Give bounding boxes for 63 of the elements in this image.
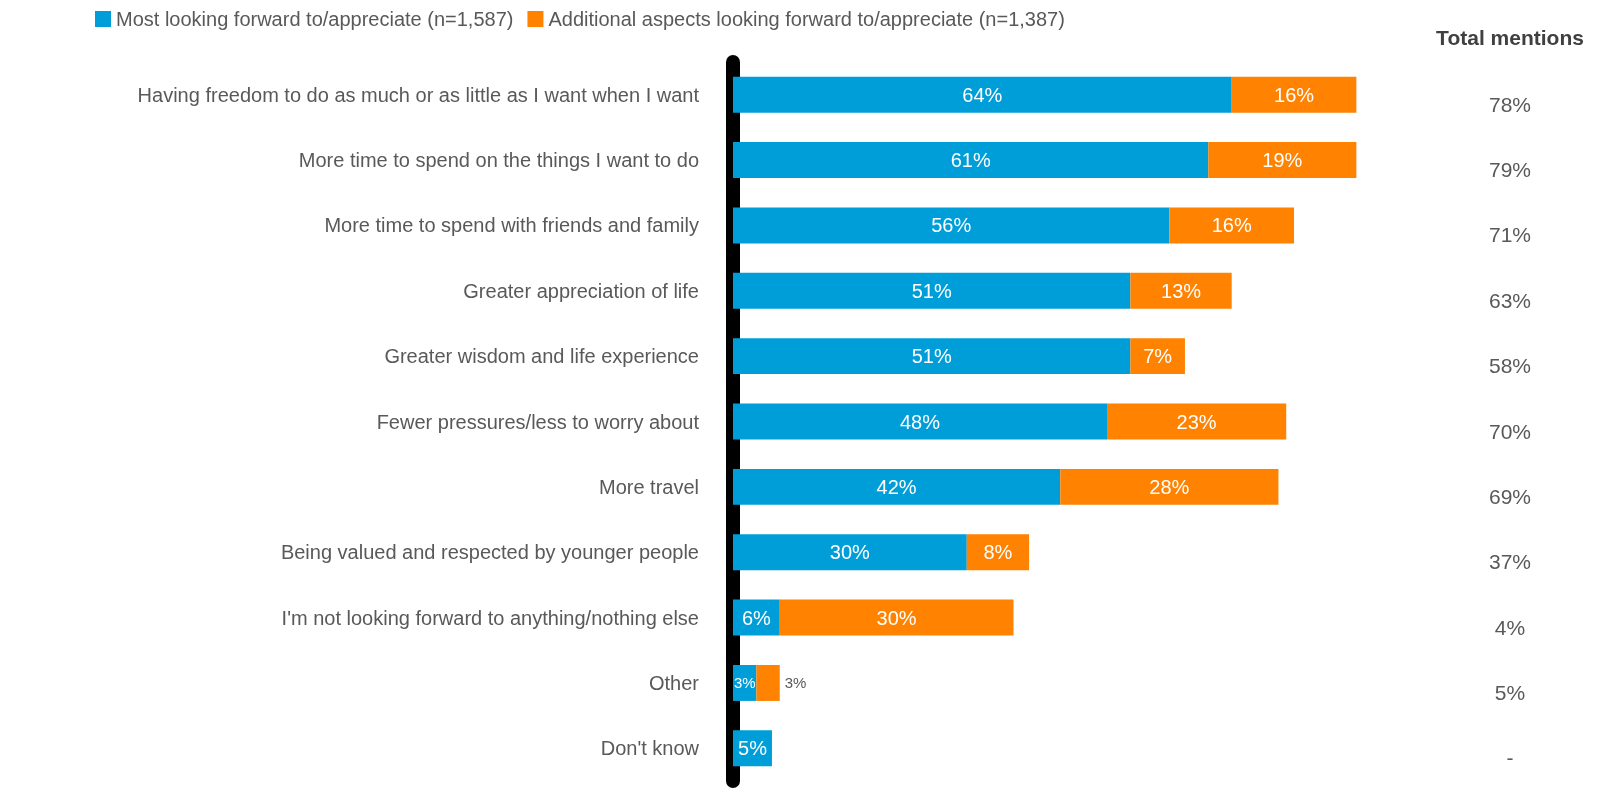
bar xyxy=(1208,142,1357,179)
data-label: 16% xyxy=(1274,83,1315,106)
data-label: 42% xyxy=(876,475,917,498)
y-tick-label: Greater wisdom and life experience xyxy=(384,345,699,368)
text: 63% xyxy=(1488,288,1532,313)
text: 58% xyxy=(1488,354,1532,379)
bar xyxy=(733,338,1131,375)
bar xyxy=(733,76,1232,113)
text: 69% xyxy=(1488,484,1532,509)
bar xyxy=(733,534,967,571)
bar xyxy=(733,207,1170,244)
data-label: 51% xyxy=(911,345,952,368)
bar xyxy=(1107,403,1287,440)
data-label: 8% xyxy=(983,541,1013,564)
text: 79% xyxy=(1488,158,1532,183)
data-label: 5% xyxy=(738,737,768,760)
y-tick-label: Being valued and respected by younger people xyxy=(280,541,699,564)
y-tick-label: More time to spend on the things I want to do xyxy=(298,149,699,172)
legend-label: Additional aspects looking forward to/appreciate (n=1,387) xyxy=(548,8,1065,30)
data-label: 6% xyxy=(741,606,772,629)
text: 71% xyxy=(1488,223,1532,248)
data-label: 61% xyxy=(950,149,991,172)
text: 5% xyxy=(1493,680,1527,705)
data-label: 30% xyxy=(829,541,871,564)
y-tick-label: Other xyxy=(648,671,700,694)
data-label: 3% xyxy=(734,674,756,692)
y-tick-label: Having freedom to do as much or as little as I want when I want xyxy=(137,83,700,106)
data-label: 48% xyxy=(899,410,941,433)
bar xyxy=(1169,207,1295,244)
bar xyxy=(756,664,780,701)
bar xyxy=(1130,338,1185,375)
text: 4% xyxy=(1493,615,1527,640)
bar xyxy=(1060,468,1279,505)
y-tick-label: Greater appreciation of life xyxy=(463,279,699,302)
bar xyxy=(779,599,1014,636)
bar xyxy=(733,468,1061,505)
data-label: 19% xyxy=(1262,149,1303,172)
data-label: 51% xyxy=(911,279,952,302)
text: - xyxy=(1505,746,1515,771)
bar xyxy=(733,403,1108,440)
bar xyxy=(733,272,1131,309)
bar xyxy=(1130,272,1232,309)
legend-label: Most looking forward to/appreciate (n=1,587) xyxy=(116,8,514,30)
data-label: 64% xyxy=(962,83,1003,106)
text: 70% xyxy=(1488,419,1532,444)
data-label: 56% xyxy=(931,214,972,237)
bar xyxy=(1231,76,1357,113)
data-label: 28% xyxy=(1149,475,1190,498)
y-tick-label: Fewer pressures/less to worry about xyxy=(376,410,700,433)
y-tick-label: More time to spend with friends and family xyxy=(324,214,699,237)
bar xyxy=(733,142,1209,179)
data-label: 13% xyxy=(1161,279,1202,302)
data-label: 30% xyxy=(876,606,917,629)
text: 78% xyxy=(1488,92,1532,117)
text: Total mentions xyxy=(1435,26,1585,50)
data-label: 16% xyxy=(1211,214,1252,237)
data-label: 23% xyxy=(1176,410,1217,433)
y-tick-label: More travel xyxy=(598,475,699,498)
y-tick-label: I'm not looking forward to anything/nothing else xyxy=(281,606,699,629)
y-tick-label: Don't know xyxy=(600,737,700,760)
data-label: 7% xyxy=(1143,345,1173,368)
text: 37% xyxy=(1488,550,1532,575)
data-label: 3% xyxy=(784,674,807,692)
